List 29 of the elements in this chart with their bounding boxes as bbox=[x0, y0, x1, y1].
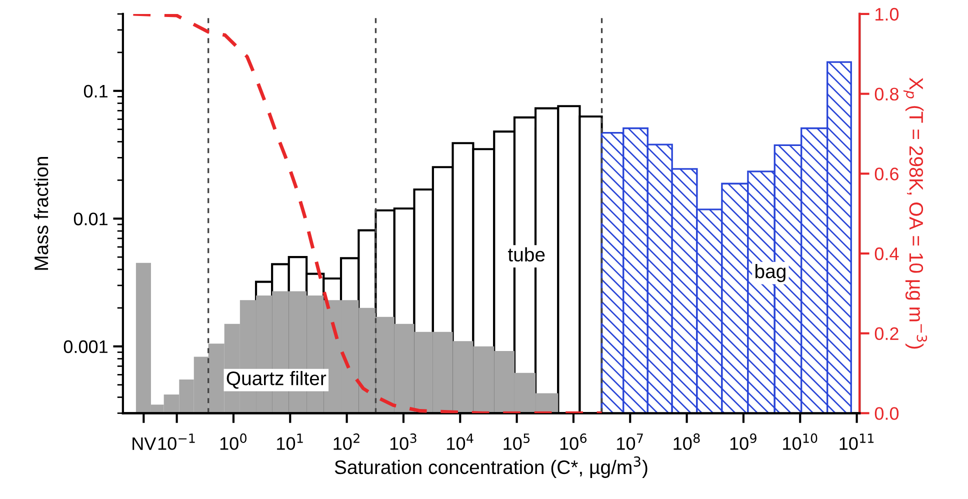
y2-tick-label: 0.6 bbox=[874, 168, 898, 180]
x-tick-label: 10$^{8}$ bbox=[674, 433, 700, 450]
y2-tick-label: 0.4 bbox=[874, 247, 899, 260]
y-tick-label: 0.01 bbox=[74, 212, 108, 226]
x-tick-label: 10$^{−1}$ bbox=[158, 434, 195, 450]
x-tick-label: 10$^{0}$ bbox=[220, 433, 246, 450]
x-tick-label: 10$^{11}$ bbox=[840, 434, 874, 450]
x-tick-label: 10$^{1}$ bbox=[277, 434, 303, 450]
annotation: Quartz filter bbox=[226, 370, 326, 389]
x-tick-label: 10$^{6}$ bbox=[560, 433, 587, 450]
annotation: tube bbox=[508, 247, 545, 262]
x-tick-label: 10$^{10}$ bbox=[783, 433, 818, 450]
x-tick-label: 10$^{3}$ bbox=[390, 433, 416, 450]
x-tick-label: NV bbox=[132, 437, 156, 450]
y-tick-label: 0.001 bbox=[64, 340, 108, 354]
y2-tick-label: 0.8 bbox=[874, 88, 898, 101]
y2-tick-label: 1.0 bbox=[876, 8, 899, 21]
y-axis-title: Mass fraction bbox=[34, 157, 48, 270]
y-tick-label: 0.1 bbox=[84, 84, 108, 98]
x-tick-label: 10$^{2}$ bbox=[334, 433, 360, 450]
x-tick-label: 10$^{7}$ bbox=[617, 434, 643, 450]
x-tick-label: 10$^{9}$ bbox=[730, 433, 756, 450]
x-axis-title: Saturation concentration (C*, µg/m$^{3}$) bbox=[334, 456, 648, 478]
x-tick-label: 10$^{4}$ bbox=[447, 434, 474, 450]
annotation: bag bbox=[755, 264, 786, 282]
y2-axis-title: X$_{p}$ (T = 298K, OA = 10 µg m$^{−3}$) bbox=[903, 78, 928, 349]
y2-tick-label: 0.2 bbox=[874, 327, 898, 340]
x-tick-label: 10$^{5}$ bbox=[504, 434, 530, 450]
y2-tick-label: 0.0 bbox=[874, 407, 899, 420]
